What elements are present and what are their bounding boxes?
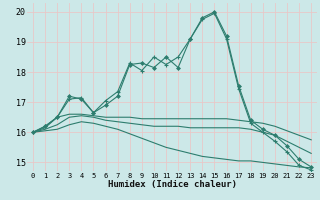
X-axis label: Humidex (Indice chaleur): Humidex (Indice chaleur) [108,180,236,189]
